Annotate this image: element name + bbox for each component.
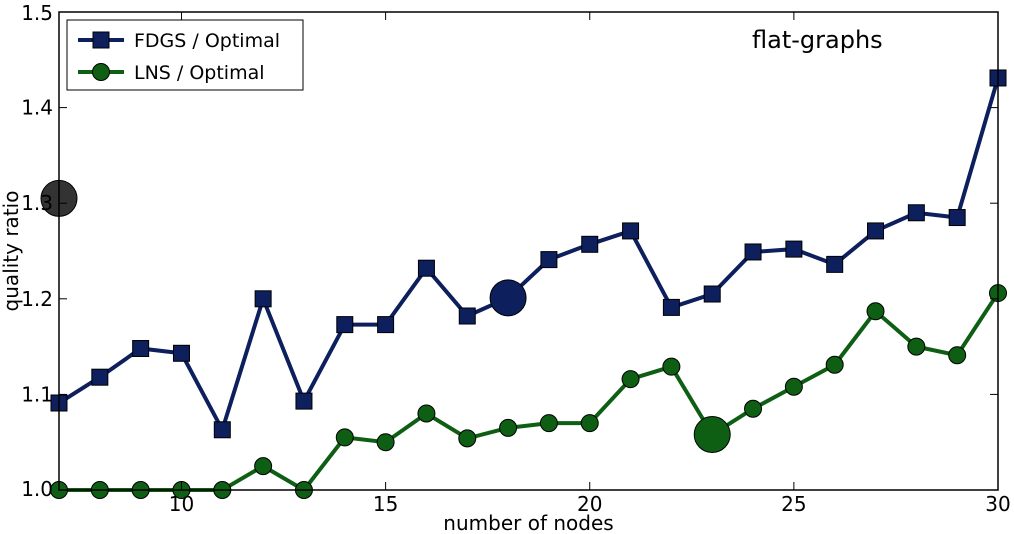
data-point — [703, 285, 721, 303]
data-point — [172, 344, 190, 362]
series-fdgs — [50, 69, 1007, 439]
x-tick-label: 30 — [985, 492, 1010, 516]
data-point — [948, 346, 967, 365]
data-point — [662, 298, 680, 316]
legend-item: FDGS / Optimal — [78, 30, 280, 52]
data-point — [580, 414, 599, 433]
data-point — [621, 370, 640, 389]
data-point — [335, 428, 354, 447]
y-tick-label: 1.0 — [21, 477, 53, 501]
x-tick-label: 10 — [169, 492, 194, 516]
data-point — [622, 222, 640, 240]
series-line — [57, 77, 1000, 435]
y-tick-label: 1.3 — [21, 191, 53, 215]
data-point — [417, 404, 436, 423]
data-point — [417, 259, 435, 277]
data-point — [376, 433, 395, 452]
data-point — [458, 429, 477, 448]
data-point — [785, 240, 803, 258]
data-point — [91, 368, 109, 386]
data-point — [744, 399, 763, 418]
data-point — [948, 209, 966, 227]
y-tick-label: 1.2 — [21, 287, 53, 311]
data-point — [458, 307, 476, 325]
highlight-layer — [40, 179, 731, 454]
legend-item: LNS / Optimal — [78, 62, 265, 84]
data-point — [825, 355, 844, 374]
data-point — [907, 204, 925, 222]
data-point — [907, 337, 926, 356]
x-tick-label: 15 — [373, 492, 398, 516]
chart-annotation: flat-graphs — [752, 26, 883, 54]
data-point — [784, 377, 803, 396]
data-point — [254, 290, 272, 308]
data-point — [132, 340, 150, 358]
x-axis-label: number of nodes — [443, 511, 613, 534]
series-lns — [50, 284, 1007, 499]
data-point — [213, 421, 231, 439]
axes-layer — [58, 11, 999, 491]
legend: FDGS / Optimal LNS / Optimal — [66, 19, 304, 91]
highlight-marker — [489, 279, 527, 317]
x-tick-label: 25 — [781, 492, 806, 516]
data-point — [254, 457, 273, 476]
data-point — [866, 302, 885, 321]
legend-marker — [92, 31, 110, 49]
data-point — [662, 357, 681, 376]
y-tick-label: 1.5 — [21, 1, 53, 25]
y-tick-label: 1.4 — [21, 96, 53, 120]
y-axis-label: quality ratio — [0, 191, 23, 312]
ticks-layer: 10 15 20 25 30 1.0 1.1 1.2 1.3 1.4 1.5 — [21, 1, 1011, 516]
data-point — [581, 235, 599, 253]
y-tick-label: 1.1 — [21, 382, 53, 406]
data-point — [539, 414, 558, 433]
data-point — [826, 255, 844, 273]
series-layer — [50, 69, 1007, 499]
data-point — [744, 243, 762, 261]
legend-label: FDGS / Optimal — [134, 30, 280, 52]
highlight-marker — [693, 416, 731, 454]
x-tick-label: 20 — [577, 492, 602, 516]
data-point — [377, 316, 395, 334]
legend-marker — [92, 63, 110, 81]
data-point — [540, 251, 558, 269]
data-point — [499, 418, 518, 437]
data-point — [295, 392, 313, 410]
data-point — [336, 316, 354, 334]
legend-label: LNS / Optimal — [134, 62, 265, 84]
plot-frame — [58, 11, 999, 491]
data-point — [867, 222, 885, 240]
